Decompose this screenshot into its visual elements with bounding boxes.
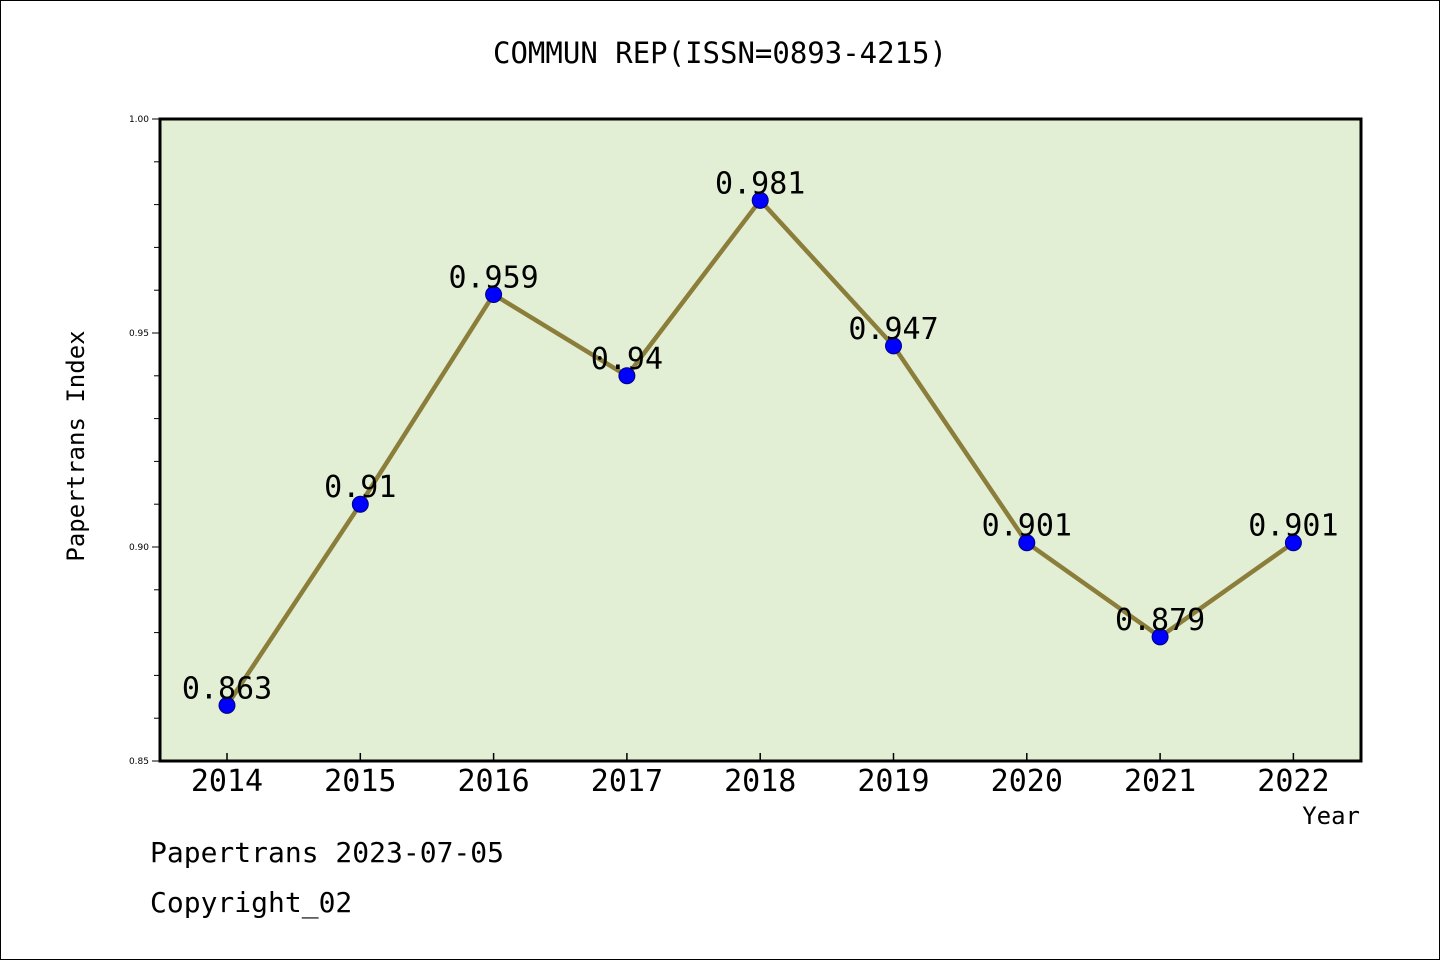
data-point [485,285,503,303]
footer-copyright: Copyright_02 [150,886,353,919]
x-tick-label: 2016 [457,764,529,799]
data-point [218,696,236,714]
y-tick-label: 0.90 [129,543,149,553]
y-tick-label: 0.95 [129,329,149,339]
data-label: 0.901 [982,509,1072,544]
x-tick-label: 2015 [324,764,396,799]
x-tick-label: 2019 [857,764,929,799]
data-label: 0.959 [448,260,538,295]
data-point [618,367,636,385]
x-tick-label: 2018 [724,764,796,799]
data-point [751,191,769,209]
x-tick-label: 2022 [1257,764,1329,799]
plot-area [158,117,1363,763]
x-tick-label: 2020 [991,764,1063,799]
chart-title: COMMUN REP(ISSN=0893-4215) [493,36,947,70]
x-tick-label: 2021 [1124,764,1196,799]
data-label: 0.879 [1115,603,1205,638]
data-label: 0.91 [324,470,396,505]
y-tick-label: 1.00 [129,115,149,125]
data-point [1284,534,1302,552]
data-point [1151,628,1169,646]
x-tick-label: 2017 [591,764,663,799]
data-point [351,495,369,513]
data-label: 0.863 [182,671,272,706]
data-point [885,337,902,355]
footer-date: Papertrans 2023-07-05 [150,836,505,869]
data-label: 0.947 [848,312,938,347]
data-label: 0.981 [715,166,805,201]
y-tick-label: 0.85 [129,757,149,767]
data-point [1018,534,1036,552]
x-axis-label: Year [1302,802,1360,830]
data-label: 0.901 [1248,509,1338,544]
x-tick-label: 2014 [191,764,263,799]
data-label: 0.94 [591,342,663,377]
